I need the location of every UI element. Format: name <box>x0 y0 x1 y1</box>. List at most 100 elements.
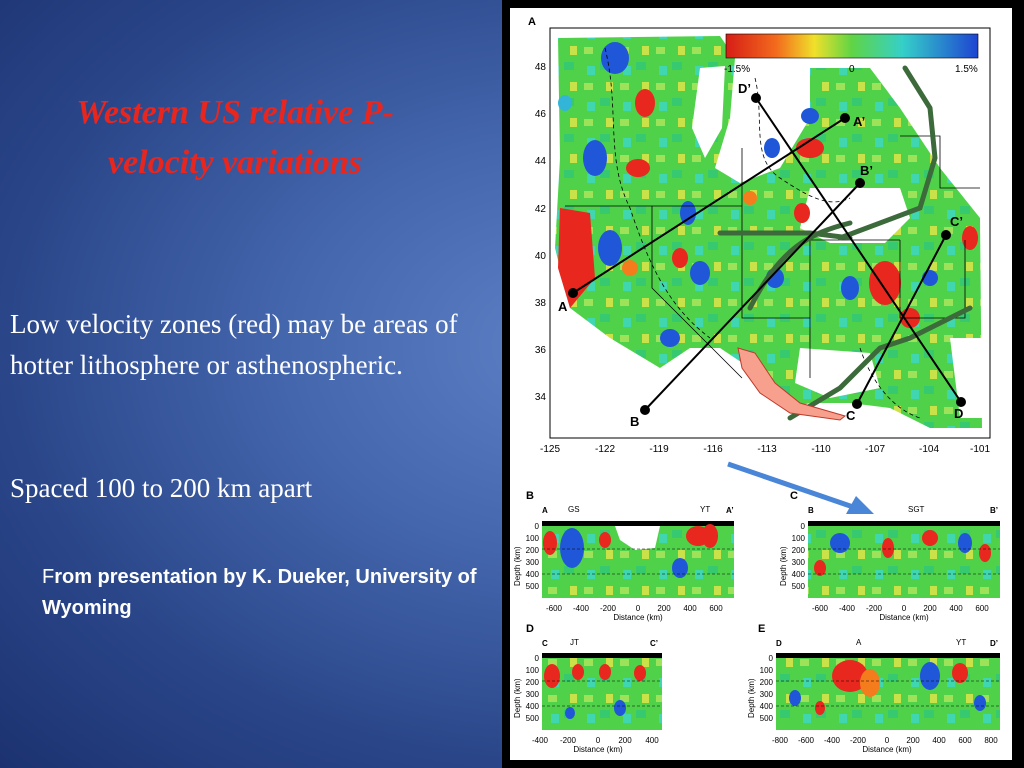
section-d-ylabel: Depth (km) <box>513 678 522 718</box>
lon-tick: -113 <box>757 444 777 455</box>
section-d-xlabel: Distance (km) <box>573 745 623 754</box>
section-b-mark: GS <box>568 505 580 514</box>
shaded-zone <box>737 347 847 421</box>
section-b-ylabel: Depth (km) <box>513 546 522 586</box>
section-e: E D A YT D’ 0 100 200 <box>747 623 1000 754</box>
section-e-right: D’ <box>990 639 998 648</box>
x-tick: 400 <box>683 604 697 613</box>
x-tick: 0 <box>596 736 601 745</box>
lon-tick: -122 <box>595 444 615 455</box>
credit-rest: rom presentation by K. Dueker, Universit… <box>42 566 477 619</box>
lat-tick: 38 <box>535 298 547 309</box>
lat-tick: 44 <box>535 156 547 167</box>
state-boundaries <box>565 135 980 379</box>
section-c: C B SGT B’ 0 100 200 300 40 <box>779 490 1000 622</box>
profile-d-end <box>956 397 966 407</box>
x-tick: -400 <box>532 736 549 745</box>
section-d: D C JT C’ 0 100 200 300 400 <box>513 623 662 754</box>
profile-d-start <box>751 93 761 103</box>
profile-b-end <box>855 178 865 188</box>
lon-tick: -125 <box>540 444 560 455</box>
section-c-right: B’ <box>990 506 998 515</box>
x-tick: 0 <box>636 604 641 613</box>
label-d-prime: D’ <box>738 81 751 96</box>
spacing-paragraph: Spaced 100 to 200 km apart <box>10 473 313 503</box>
depth-tick: 500 <box>526 582 540 591</box>
lon-tick: -119 <box>649 444 669 455</box>
label-c: C <box>846 408 856 423</box>
depth-tick: 100 <box>526 666 540 675</box>
x-tick: 800 <box>984 736 998 745</box>
depth-tick: 0 <box>769 654 774 663</box>
section-e-panel: E <box>758 623 765 635</box>
depth-tick: 300 <box>526 558 540 567</box>
lat-tick: 48 <box>535 62 547 73</box>
section-b-right: A’ <box>726 506 734 515</box>
province-boundaries <box>604 47 921 419</box>
colorbar <box>725 33 979 59</box>
profile-c-end <box>941 230 951 240</box>
depth-tick: 200 <box>760 678 774 687</box>
depth-tick: 300 <box>526 690 540 699</box>
label-b-prime: B’ <box>860 163 873 178</box>
x-tick: 600 <box>709 604 723 613</box>
depth-tick: 400 <box>792 570 806 579</box>
section-c-mark: SGT <box>908 505 925 514</box>
label-d: D <box>954 406 963 421</box>
lon-tick: -116 <box>703 444 723 455</box>
lat-tick: 46 <box>535 109 547 120</box>
figure-panel: A <box>502 0 1024 768</box>
label-a: A <box>558 299 568 314</box>
depth-tick: 100 <box>526 534 540 543</box>
section-b-panel: B <box>526 490 534 502</box>
section-c-xlabel: Distance (km) <box>879 613 929 622</box>
label-b: B <box>630 414 639 429</box>
profile-b <box>644 182 861 411</box>
colorbar-min: -1.5% <box>724 64 750 75</box>
depth-tick: 0 <box>535 654 540 663</box>
section-d-right: C’ <box>650 639 658 648</box>
x-tick: 600 <box>975 604 989 613</box>
section-e-mark: YT <box>956 638 966 647</box>
x-tick: 600 <box>958 736 972 745</box>
colorbar-max: 1.5% <box>955 64 978 75</box>
lon-tick: -110 <box>811 444 831 455</box>
colorbar-mid: 0 <box>849 64 855 75</box>
x-tick: 200 <box>618 736 632 745</box>
depth-tick: 400 <box>526 570 540 579</box>
low-velocity-paragraph: Low velocity zones (red) may be areas of… <box>10 309 458 380</box>
section-b-left: A <box>542 506 548 515</box>
x-tick: -200 <box>866 604 883 613</box>
profile-b-start <box>640 405 650 415</box>
depth-tick: 500 <box>526 714 540 723</box>
section-b-mark: YT <box>700 505 710 514</box>
profile-a <box>572 117 846 294</box>
credit-initial: F <box>42 566 55 588</box>
depth-tick: 200 <box>526 546 540 555</box>
profile-c-start <box>852 399 862 409</box>
section-c-panel: C <box>790 490 798 502</box>
depth-tick: 300 <box>792 558 806 567</box>
depth-tick: 200 <box>792 546 806 555</box>
depth-tick: 500 <box>760 714 774 723</box>
section-d-left: C <box>542 639 548 648</box>
section-e-mark: A <box>856 638 862 647</box>
x-tick: 400 <box>949 604 963 613</box>
profile-a-start <box>568 288 578 298</box>
lat-tick: 34 <box>535 392 547 403</box>
lat-tick: 42 <box>535 204 547 215</box>
depth-tick: 500 <box>792 582 806 591</box>
x-tick: 400 <box>932 736 946 745</box>
profile-lines <box>568 93 966 415</box>
x-tick: 200 <box>923 604 937 613</box>
section-c-left: B <box>808 506 814 515</box>
depth-tick: 200 <box>526 678 540 687</box>
x-tick: -400 <box>824 736 841 745</box>
section-b: B A GS YT A’ 0 100 200 <box>513 490 734 622</box>
depth-tick: 400 <box>760 702 774 711</box>
x-tick: -200 <box>850 736 867 745</box>
x-tick: 200 <box>657 604 671 613</box>
section-e-left: D <box>776 639 782 648</box>
lon-tick: -101 <box>970 444 990 455</box>
x-tick: -400 <box>839 604 856 613</box>
